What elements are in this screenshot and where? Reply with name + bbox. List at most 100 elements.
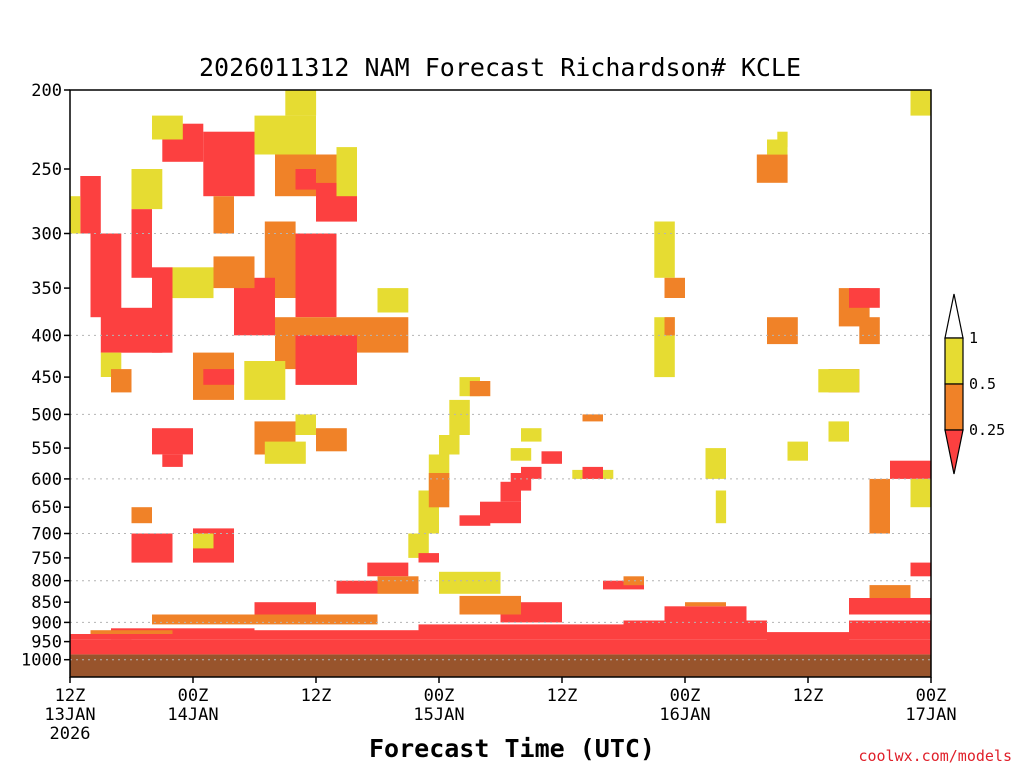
y-axis: 200 250 300 350 400 450 500 550 600 650 700 750 8008… xyxy=(21,81,70,671)
plot-frame xyxy=(69,89,932,678)
y-tick-label: 300 xyxy=(31,225,62,245)
ri-cell-high xyxy=(521,428,542,442)
ri-cell-high xyxy=(152,115,183,140)
ri-cell-low xyxy=(582,466,603,479)
ri-cell-low xyxy=(111,628,255,640)
ri-cell-high xyxy=(510,448,532,461)
ri-cell-high xyxy=(439,435,460,455)
y-tick-label: 400 xyxy=(31,326,62,346)
ri-cell-high xyxy=(254,115,316,155)
ri-cell-low xyxy=(254,630,419,640)
legend-swatch-high xyxy=(944,337,964,385)
ri-cell-low xyxy=(849,620,931,640)
ri-cell-high xyxy=(654,221,675,278)
legend-label: 0.5 xyxy=(969,375,996,393)
ri-cell-high xyxy=(705,448,726,479)
ri-cell-mid xyxy=(859,317,880,345)
y-tick-label: 800 xyxy=(31,572,62,592)
legend-label: 0.25 xyxy=(969,421,1005,439)
ri-cell-mid xyxy=(582,414,603,422)
y-tick-label: 650 xyxy=(31,498,62,518)
ri-cell-low xyxy=(541,451,562,464)
ri-cell-low xyxy=(418,624,624,640)
ri-cell-low xyxy=(849,288,880,308)
ri-cell-low xyxy=(295,335,357,385)
ri-cell-mid xyxy=(756,154,788,183)
ri-cell-high xyxy=(828,421,849,442)
ri-cell-high xyxy=(336,147,357,197)
ri-cell-low xyxy=(131,209,152,278)
x-tick-label: 00Z xyxy=(670,686,701,706)
legend-top-triangle xyxy=(944,293,964,339)
ri-cell-low xyxy=(623,620,767,640)
x-tick-label: 12Z xyxy=(793,686,824,706)
ri-cell-low xyxy=(70,639,931,655)
ri-cell-low xyxy=(90,233,122,318)
ri-cell-mid xyxy=(90,630,173,634)
colorbar-legend: 0.25 0.5 1 xyxy=(944,293,1005,475)
ri-cell-high xyxy=(295,414,316,435)
ri-cell-low xyxy=(910,562,931,577)
ri-cell-low xyxy=(152,428,193,455)
ri-cell-mid xyxy=(213,196,234,234)
ri-cell-low xyxy=(254,602,316,615)
y-tick-label: 500 xyxy=(31,405,62,425)
ri-cell-high xyxy=(439,571,501,594)
ri-cell-high xyxy=(910,478,931,508)
y-tick-label: 700 xyxy=(31,525,62,545)
ri-cell-mid xyxy=(623,576,644,586)
ri-cell-mid xyxy=(131,507,152,524)
ri-cell-low xyxy=(152,267,173,353)
ri-cell-high xyxy=(787,441,808,461)
ri-cell-high xyxy=(818,369,860,393)
ri-cell-high xyxy=(285,90,317,116)
x-tick-label: 16JAN xyxy=(659,705,710,725)
ri-cell-mid xyxy=(111,369,132,393)
ri-cell-high xyxy=(777,131,788,148)
ri-cell-high xyxy=(70,196,81,234)
ri-cell-low xyxy=(418,553,439,563)
ri-cell-mid xyxy=(459,595,521,615)
ri-cell-high xyxy=(715,490,727,524)
x-tick-label: 00Z xyxy=(424,686,455,706)
ri-cell-mid xyxy=(869,585,911,598)
ri-cell-ground xyxy=(70,654,931,677)
y-tick-label: 250 xyxy=(31,160,62,180)
ri-cell-high xyxy=(172,267,214,299)
ri-cell-mid xyxy=(377,576,419,594)
ri-cell-low xyxy=(131,533,173,563)
legend-swatch-mid xyxy=(944,383,964,431)
x-tick-label: 2026 xyxy=(50,724,91,744)
ri-cell-low xyxy=(767,632,849,642)
ri-cell-mid xyxy=(469,381,491,397)
ri-cell-high xyxy=(408,533,429,558)
ri-cell-mid xyxy=(316,428,347,452)
x-tick-label: 12Z xyxy=(55,686,86,706)
ri-cell-mid xyxy=(428,473,450,508)
ri-cell-mid xyxy=(685,602,726,607)
legend-swatch-low xyxy=(944,429,964,475)
ri-cell-high xyxy=(449,399,470,435)
y-tick-label: 850 xyxy=(31,593,62,613)
ri-cell-low xyxy=(849,598,931,615)
ri-cell-mid xyxy=(664,317,675,336)
ri-cell-low xyxy=(480,501,521,524)
ri-cells-layer xyxy=(70,90,931,677)
ri-cell-high xyxy=(264,441,306,464)
ri-cell-mid xyxy=(664,277,685,298)
x-tick-label: 13JAN xyxy=(44,705,95,725)
ri-cell-low xyxy=(521,466,542,479)
y-tick-label: 350 xyxy=(31,279,62,299)
ri-cell-high xyxy=(244,361,286,400)
ri-cell-low xyxy=(367,562,409,577)
ri-cell-mid xyxy=(869,478,890,534)
ri-cell-low xyxy=(203,369,235,385)
y-tick-label: 900 xyxy=(31,613,62,633)
ri-cell-mid xyxy=(152,614,378,625)
x-tick-label: 00Z xyxy=(916,686,947,706)
ri-cell-low xyxy=(664,606,747,623)
ri-cell-low xyxy=(80,176,101,234)
chart-title: 2026011312 NAM Forecast Richardson# KCLE xyxy=(199,53,801,82)
